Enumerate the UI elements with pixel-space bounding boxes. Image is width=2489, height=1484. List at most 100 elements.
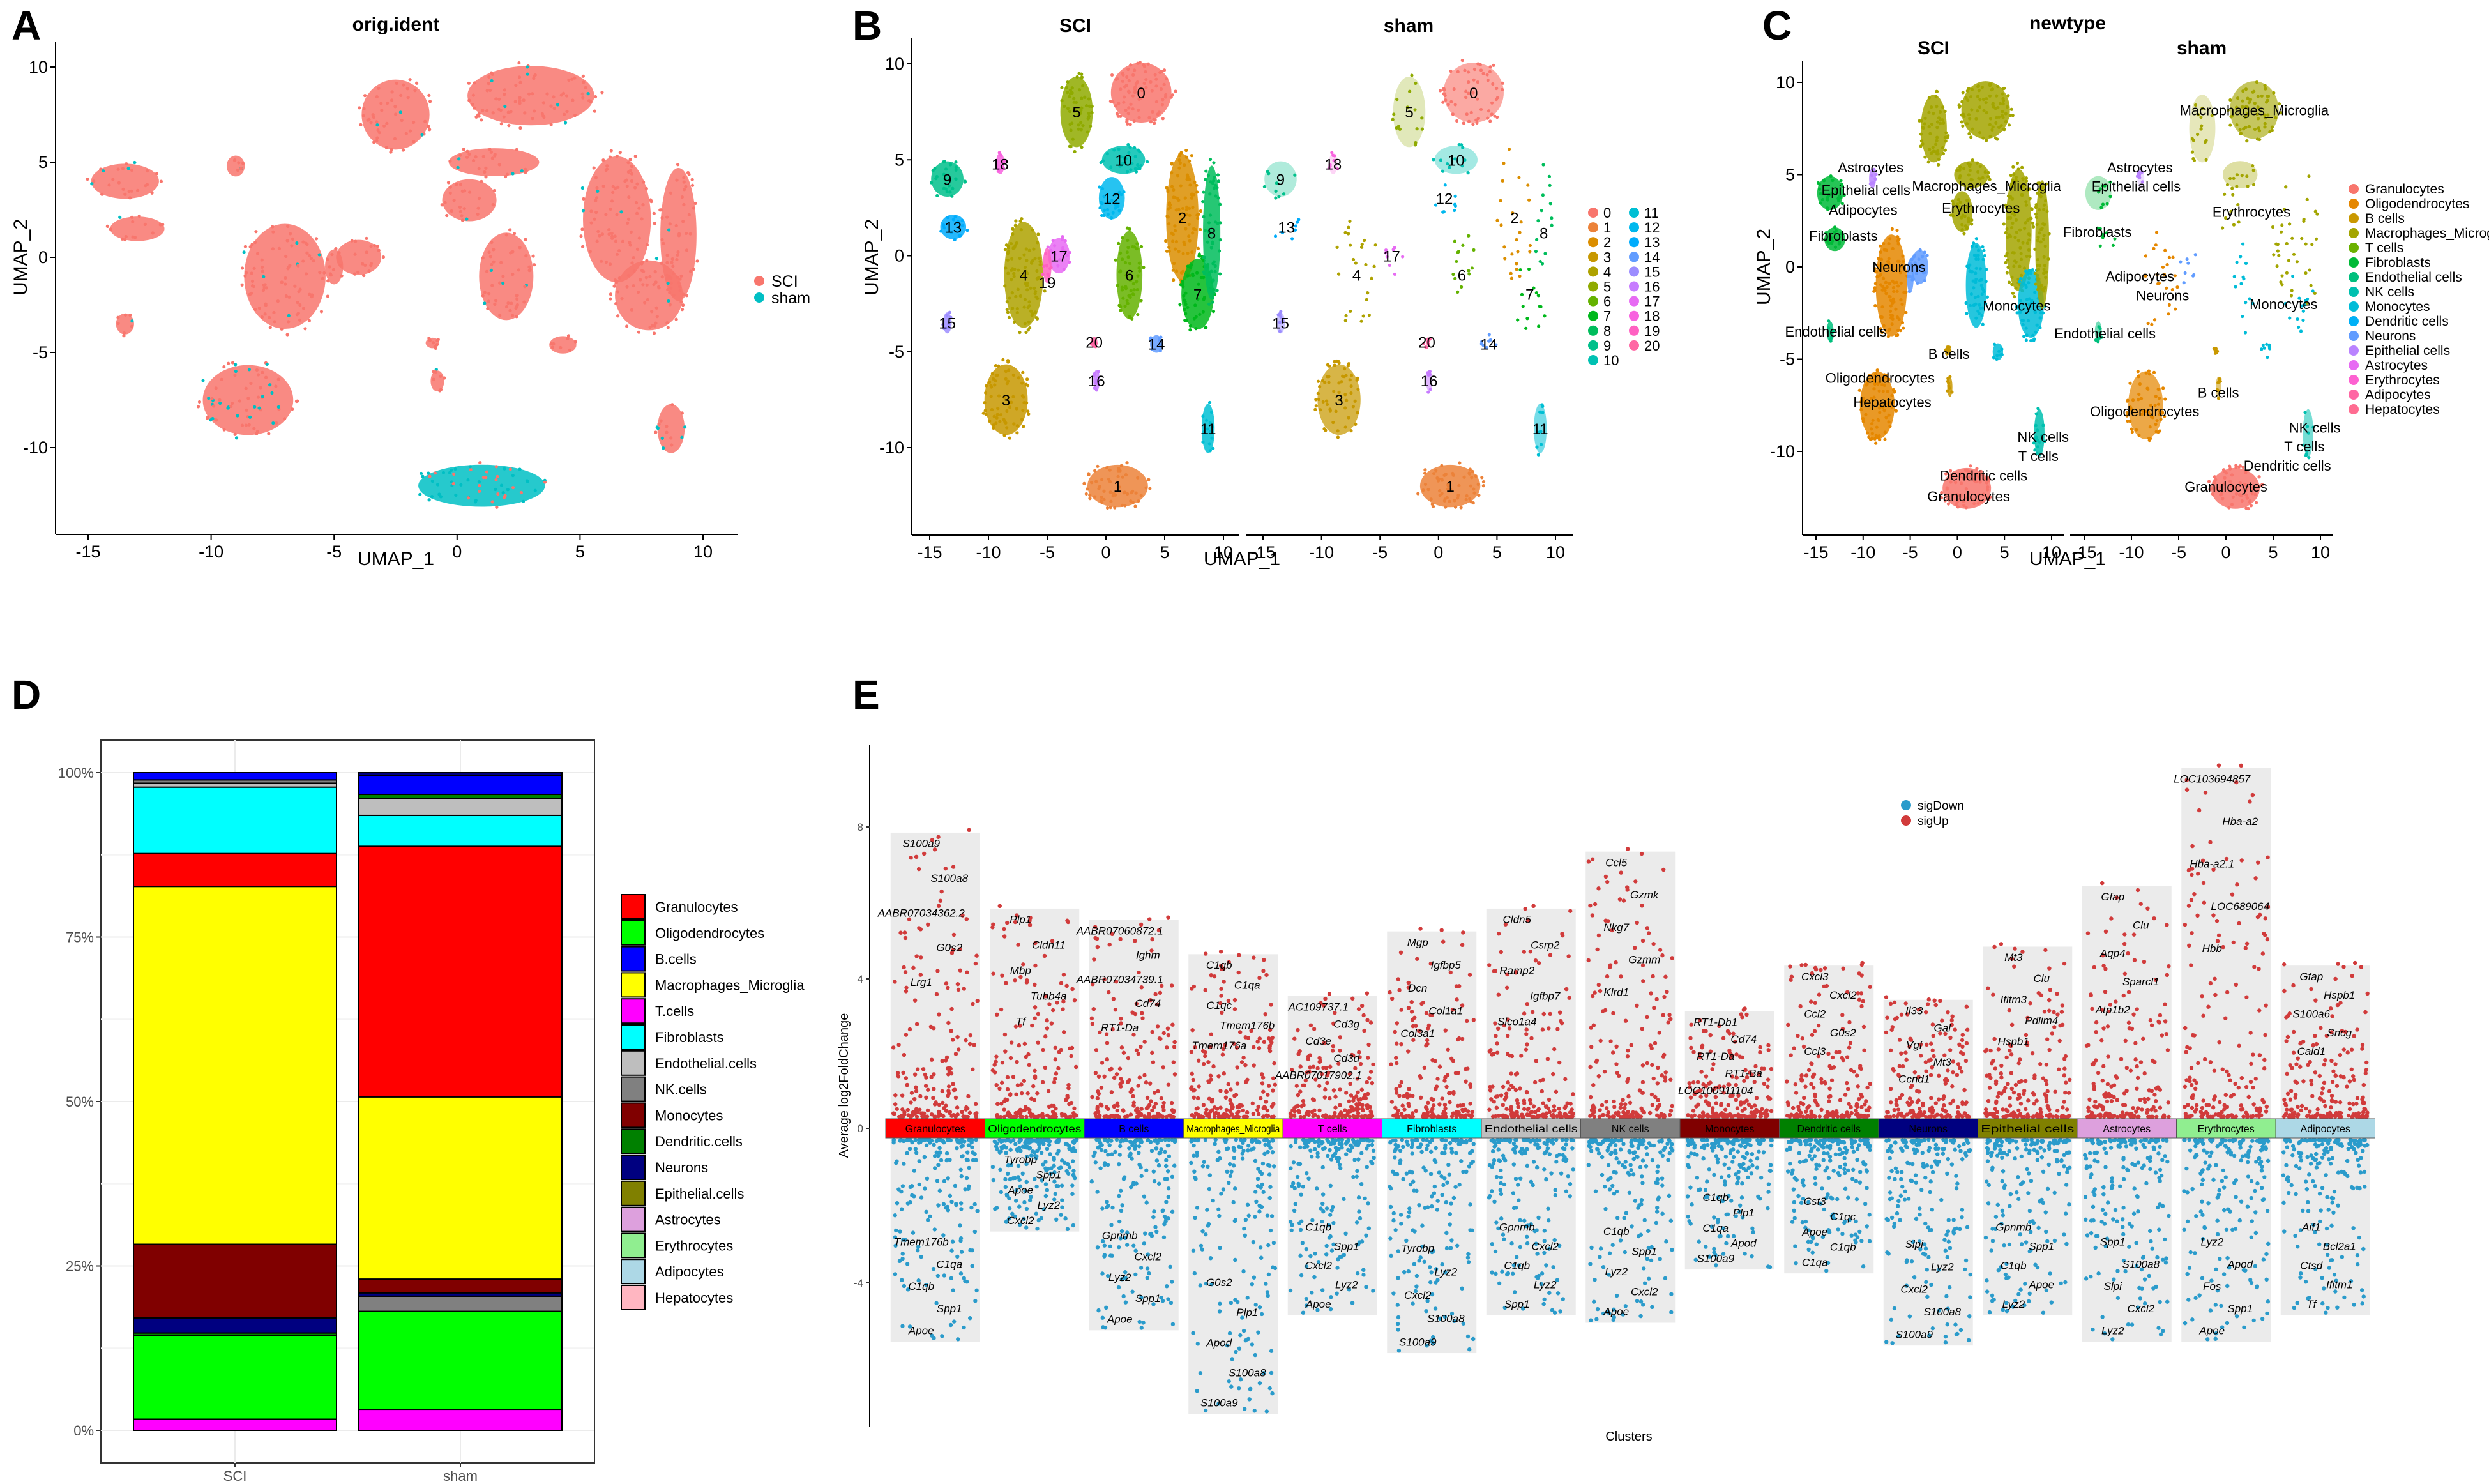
panel-a-point (543, 480, 547, 484)
panel-a-point (433, 471, 437, 475)
panel-a-point (362, 273, 366, 278)
panel-a-point (395, 81, 398, 86)
panel-a-point (381, 255, 386, 259)
sig-up-point (967, 1041, 972, 1047)
panel-a-point (243, 274, 247, 278)
panel-b-point (1070, 86, 1074, 90)
sig-up-point (947, 1091, 951, 1096)
sig-up-point (1190, 1027, 1195, 1033)
legend-label-sham: sham (771, 289, 810, 307)
panel-b-point (1456, 290, 1460, 294)
panel-a-point (218, 401, 222, 405)
legend-label-T.cells: T.cells (655, 1003, 694, 1019)
panel-c-point (2248, 499, 2252, 503)
sig-up-point (1121, 1050, 1126, 1055)
panel-a-point (248, 245, 252, 249)
panel-c-point (1937, 163, 1941, 167)
panel-b-point (1007, 368, 1011, 372)
sig-up-point (909, 1100, 913, 1105)
panel-a-point (615, 213, 619, 216)
panel-c-point (1965, 312, 1969, 315)
panel-a-point (280, 280, 284, 284)
panel-b-point (950, 194, 954, 198)
panel-a-point (99, 167, 103, 171)
panel-a-point (616, 290, 620, 294)
panel-a-point (669, 281, 673, 285)
panel-b-point (1439, 158, 1442, 162)
panel-b-cluster-blob (940, 215, 967, 239)
panel-c-point (2303, 411, 2307, 414)
panel-b-point (1153, 73, 1157, 77)
panel-b-point (1440, 464, 1444, 467)
panel-c-point (1992, 342, 1997, 346)
panel-b-point (1420, 127, 1424, 131)
panel-b-point (1204, 267, 1208, 271)
panel-b-point (1126, 67, 1130, 72)
panel-label-d: D (11, 672, 41, 718)
sig-down-point (1018, 1137, 1022, 1142)
sig-down-point (960, 1144, 965, 1148)
panel-b-point (1434, 469, 1438, 473)
panel-c-point (2174, 307, 2177, 311)
sig-up-point (1232, 1007, 1237, 1011)
panel-c-point (2272, 91, 2276, 95)
panel-c-point (1923, 278, 1926, 283)
panel-b-point (1320, 379, 1325, 382)
sig-down-point (893, 1213, 897, 1218)
panel-c-point (1882, 241, 1886, 246)
panel-a-point (519, 490, 524, 495)
panel-b-point (1003, 247, 1008, 252)
panel-a-point (492, 188, 496, 193)
sig-up-point (1011, 1075, 1016, 1079)
panel-c-point (1960, 223, 1964, 227)
sig-up-point (1169, 1100, 1174, 1105)
panel-b-point (1082, 481, 1086, 485)
panel-c-point (1964, 96, 1968, 100)
sig-down-point (1156, 1163, 1161, 1168)
panel-b-point (1178, 161, 1182, 165)
panel-c-point (2033, 271, 2037, 276)
sig-down-point (1148, 1232, 1153, 1236)
panel-c-point (2001, 98, 2006, 102)
sig-up-point (973, 1112, 978, 1116)
panel-a-point (556, 103, 559, 107)
panel-b-point (1100, 213, 1104, 218)
sig-up-point (937, 1102, 942, 1107)
panel-c-point (1974, 280, 1978, 284)
sig-down-point (1102, 1254, 1107, 1259)
legend-label-Fibroblasts: Fibroblasts (655, 1029, 724, 1045)
bar-segment-sham-Macrophages_Microglia (358, 1096, 563, 1280)
panel-b-point (1443, 183, 1447, 187)
panel-a-point (206, 415, 210, 419)
cluster-label: 15 (1272, 315, 1289, 333)
panel-a-point (289, 232, 292, 236)
panel-b-point (1002, 418, 1006, 421)
panel-b-point (1349, 309, 1352, 314)
panel-a-point (490, 156, 494, 160)
panel-a-point (123, 192, 127, 196)
sig-up-point (951, 1087, 957, 1093)
panel-c-point (2012, 251, 2016, 255)
panel-c-point (1995, 94, 1999, 98)
panel-c-point (2244, 301, 2248, 305)
panel-b-point (1196, 246, 1200, 250)
cluster-label: 16 (1088, 373, 1105, 390)
panel-c-point (1877, 418, 1880, 423)
panel-c-point (1881, 390, 1885, 393)
panel-a-point (510, 301, 513, 305)
sig-up-point (1090, 1094, 1094, 1100)
panel-c-point (1923, 116, 1927, 120)
panel-b-point (1540, 262, 1545, 266)
panel-b-point (1184, 208, 1188, 211)
panel-c-point (1895, 229, 1899, 232)
sig-up-point (1002, 1032, 1008, 1037)
sig-up-point (1229, 1087, 1233, 1092)
panel-b-point (1117, 209, 1121, 213)
panel-a-point (690, 178, 694, 181)
panel-c-point (1941, 151, 1946, 156)
sig-down-point (1106, 1203, 1110, 1208)
sig-up-point (905, 1082, 909, 1087)
panel-b-point (1195, 190, 1199, 194)
panel-c-point (2111, 243, 2115, 247)
panel-b-point (1536, 294, 1540, 298)
